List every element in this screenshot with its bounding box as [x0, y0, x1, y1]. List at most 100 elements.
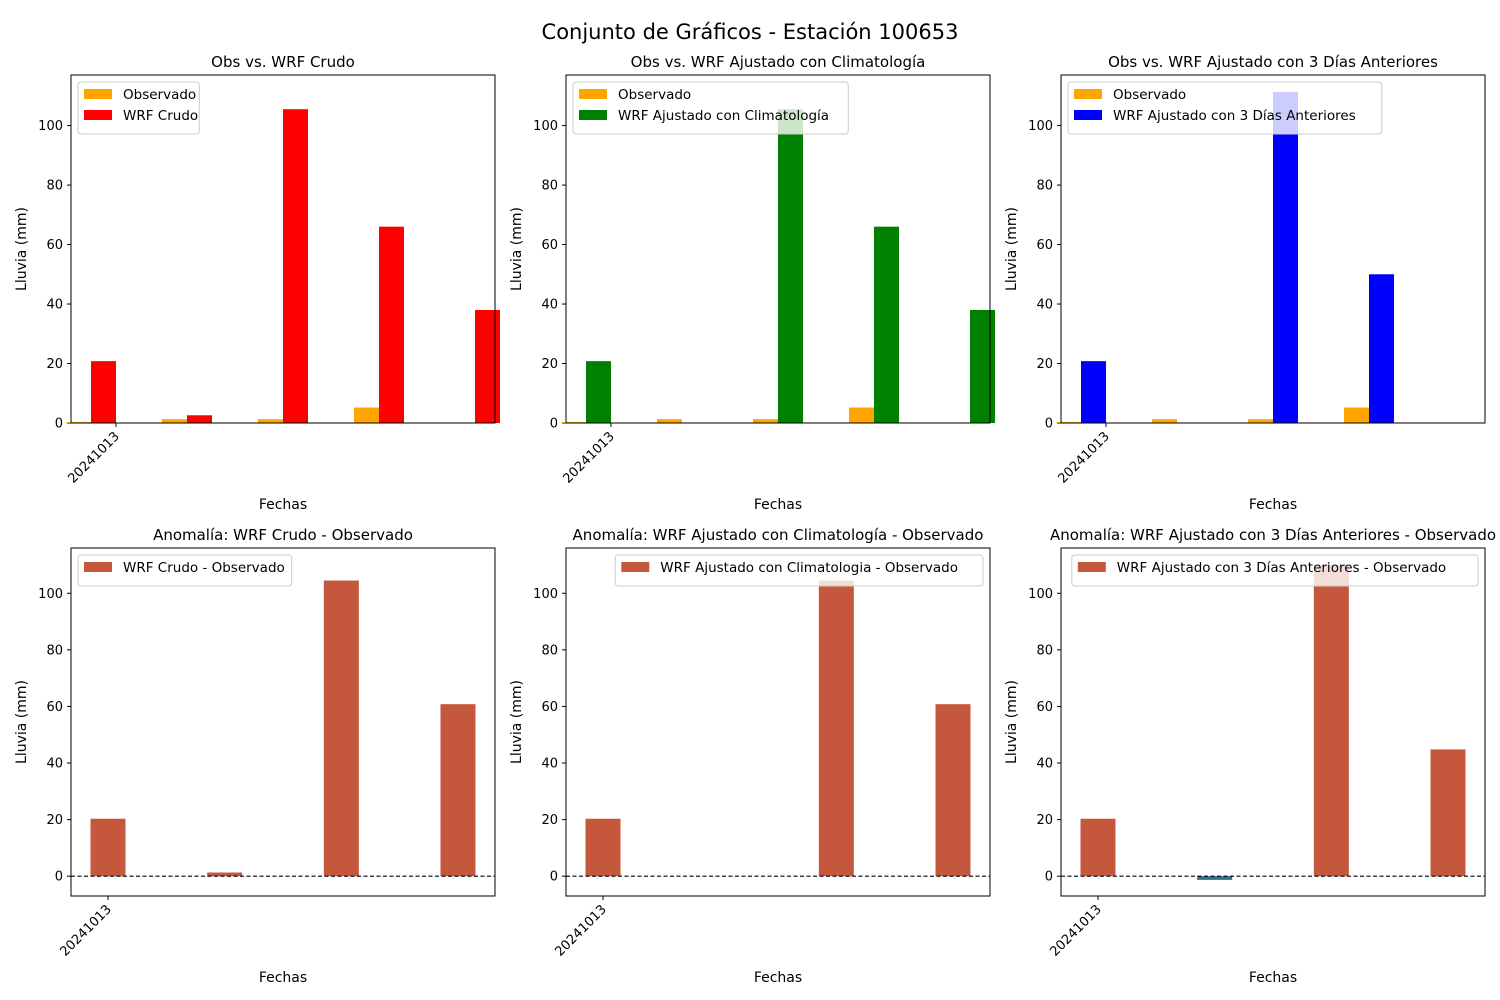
- x-axis-label: Fechas: [1249, 970, 1297, 986]
- legend-label: WRF Ajustado con 3 Días Anteriores: [1113, 108, 1356, 124]
- chart-panel-6: Anomalía: WRF Ajustado con 3 Días Anteri…: [1004, 526, 1496, 986]
- bar-observado-4: [354, 407, 379, 423]
- legend-swatch: [579, 110, 607, 120]
- y-tick-label: 20: [541, 357, 558, 372]
- bar-wrf-3: [778, 109, 803, 423]
- y-tick-label: 0: [550, 870, 558, 885]
- axes-frame: [70, 74, 496, 424]
- bar-wrf-5: [970, 309, 995, 423]
- bar-wrf-3: [1273, 91, 1298, 423]
- y-tick-label: 100: [1028, 587, 1053, 602]
- y-tick-label: 0: [1045, 870, 1053, 885]
- y-tick-label: 0: [55, 870, 63, 885]
- y-tick-label: 60: [541, 700, 558, 715]
- y-axis-label: Lluvia (mm): [1004, 680, 1020, 764]
- x-axis-label: Fechas: [259, 970, 307, 986]
- legend-label: WRF Ajustado con Climatologia - Observad…: [660, 560, 958, 576]
- legend-label: WRF Ajustado con Climatología: [618, 108, 829, 124]
- y-tick-label: 100: [533, 119, 558, 134]
- y-tick-label: 80: [1036, 643, 1053, 658]
- y-tick-label: 100: [38, 587, 63, 602]
- bar-wrf-4: [379, 226, 404, 423]
- legend-swatch: [621, 562, 650, 572]
- y-tick-label: 60: [46, 238, 63, 253]
- y-tick-label: 80: [541, 643, 558, 658]
- legend-box: [77, 554, 293, 587]
- legend: Observado WRF Crudo: [77, 81, 200, 135]
- y-tick-label: 60: [1036, 700, 1053, 715]
- y-axis-label: Lluvia (mm): [14, 207, 30, 291]
- y-tick-label: 20: [1036, 813, 1053, 828]
- x-tick-label: 20241013: [65, 429, 122, 486]
- legend-swatch: [1074, 89, 1102, 99]
- y-tick-label: 20: [1036, 357, 1053, 372]
- bar-observado-2: [1152, 419, 1177, 423]
- legend: WRF Ajustado con 3 Días Anteriores - Obs…: [1071, 554, 1479, 587]
- x-axis-label: Fechas: [754, 970, 802, 986]
- y-tick-label: 0: [1045, 417, 1053, 432]
- bar-observado-3: [1248, 419, 1273, 423]
- y-tick-label: 0: [550, 417, 558, 432]
- figure-title: Conjunto de Gráficos - Estación 100653: [542, 20, 959, 44]
- axes-frame: [1060, 547, 1486, 897]
- legend: WRF Crudo - Observado: [77, 554, 293, 587]
- bar-observado-2: [657, 419, 682, 423]
- y-tick-label: 60: [46, 700, 63, 715]
- legend-box: [572, 81, 849, 135]
- legend: Observado WRF Ajustado con Climatología: [572, 81, 849, 135]
- axes-frame: [565, 74, 991, 424]
- chart-panel-3: Obs vs. WRF Ajustado con 3 Días Anterior…: [1004, 53, 1486, 513]
- y-tick-label: 40: [1036, 298, 1053, 313]
- y-tick-label: 40: [541, 757, 558, 772]
- bar-observado-2: [162, 419, 187, 423]
- bar-wrf-3: [283, 109, 308, 423]
- y-axis-label: Lluvia (mm): [509, 680, 525, 764]
- legend-label: WRF Ajustado con 3 Días Anteriores - Obs…: [1117, 560, 1446, 576]
- bar-observado-3: [753, 419, 778, 423]
- y-tick-label: 80: [46, 179, 63, 194]
- bar-wrf-4: [874, 226, 899, 423]
- x-axis-label: Fechas: [259, 497, 307, 513]
- bar-anomaly-1: [585, 818, 621, 877]
- bar-wrf-2: [187, 415, 212, 423]
- y-tick-label: 60: [1036, 238, 1053, 253]
- bar-anomaly-4: [440, 704, 476, 877]
- chart-panel-4: Anomalía: WRF Crudo - Observado 0 20 40 60 80…: [14, 526, 496, 986]
- chart-panel-1: Obs vs. WRF Crudo 0 20 40 60 80 100 20241013 Fec…: [14, 53, 500, 513]
- y-tick-label: 60: [541, 238, 558, 253]
- bar-anomaly-3: [1313, 564, 1349, 877]
- panel-title: Anomalía: WRF Ajustado con 3 Días Anteri…: [1050, 526, 1496, 544]
- chart-panel-2: Obs vs. WRF Ajustado con Climatología020…: [509, 53, 995, 513]
- y-tick-label: 40: [1036, 757, 1053, 772]
- y-tick-label: 20: [46, 813, 63, 828]
- x-tick-label: 20241013: [57, 902, 114, 959]
- legend-label: Observado: [123, 87, 196, 103]
- y-tick-label: 100: [533, 587, 558, 602]
- y-tick-label: 80: [46, 643, 63, 658]
- axes-frame: [1060, 74, 1486, 424]
- legend-swatch: [84, 110, 112, 120]
- x-tick-label: 20241013: [560, 429, 617, 486]
- x-tick-label: 20241013: [1047, 902, 1104, 959]
- axes-frame: [70, 547, 496, 897]
- y-axis-label: Lluvia (mm): [1004, 207, 1020, 291]
- legend-swatch: [84, 89, 112, 99]
- x-axis-label: Fechas: [754, 497, 802, 513]
- x-tick-label: 20241013: [1055, 429, 1112, 486]
- bar-observado-3: [258, 419, 283, 423]
- panel-title: Anomalía: WRF Crudo - Observado: [153, 526, 413, 544]
- bar-anomaly-4: [1430, 749, 1466, 877]
- y-tick-label: 20: [541, 813, 558, 828]
- legend-swatch: [579, 89, 607, 99]
- panel-title: Anomalía: WRF Ajustado con Climatología …: [573, 526, 984, 544]
- bar-anomaly-3: [818, 580, 854, 877]
- legend: WRF Ajustado con Climatologia - Observad…: [614, 554, 984, 587]
- bar-anomaly-1: [90, 818, 126, 877]
- bar-anomaly-1: [1080, 818, 1116, 877]
- bar-observado-4: [849, 407, 874, 423]
- bar-wrf-1: [1081, 361, 1106, 423]
- legend-swatch: [1074, 110, 1102, 120]
- chart-panels: Obs vs. WRF Crudo 0 20 40 60 80 100 20241013 Fec…: [14, 53, 1496, 986]
